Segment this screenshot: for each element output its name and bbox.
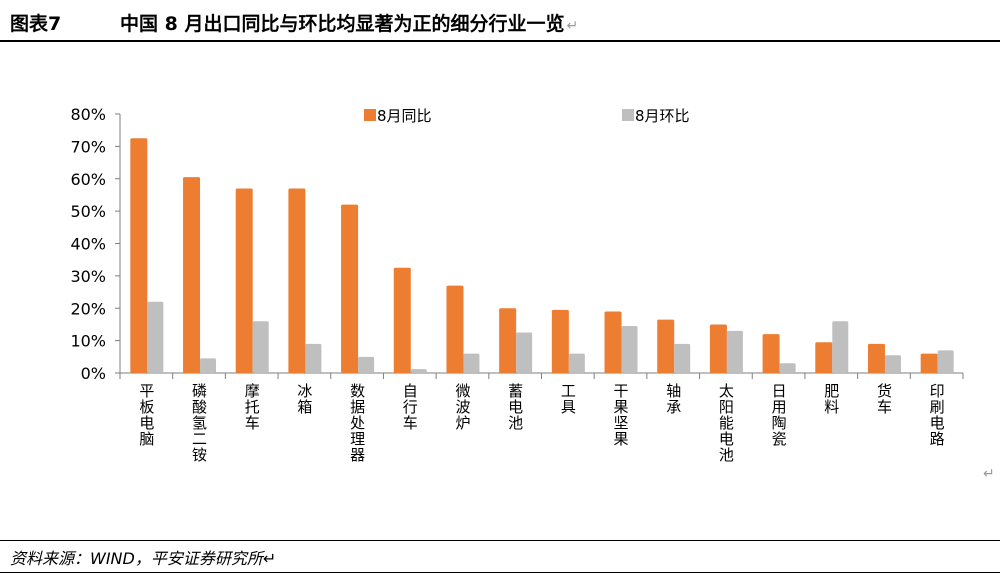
bar-mom — [937, 350, 954, 373]
bar-mom — [252, 321, 269, 373]
legend-swatch — [364, 109, 376, 121]
bar-yoy — [446, 285, 464, 373]
y-tick-label: 10% — [70, 332, 106, 351]
y-tick-label: 50% — [70, 202, 106, 221]
figure-label: 图表7 — [10, 13, 62, 35]
bar-yoy — [288, 188, 306, 373]
category-label: 自行车 — [401, 383, 419, 431]
y-tick-label: 60% — [70, 170, 106, 189]
source-note: 资料来源：WIND，平安证券研究所↵ — [10, 549, 277, 568]
category-label: 磷酸氢二铵 — [190, 383, 208, 463]
bottom-rule-2 — [0, 572, 1000, 573]
bar-yoy — [551, 309, 569, 373]
category-label: 货车 — [875, 383, 893, 415]
category-label: 工具 — [559, 383, 577, 415]
bar-mom — [884, 355, 901, 373]
bar-yoy — [235, 188, 253, 373]
bar-mom — [147, 301, 164, 373]
bar-yoy — [762, 334, 780, 373]
y-tick-label: 40% — [70, 235, 106, 254]
category-label: 蓄电池 — [506, 383, 524, 431]
category-label: 平板电脑 — [137, 383, 155, 447]
bar-yoy — [709, 324, 727, 373]
bar-yoy — [815, 342, 833, 373]
category-label: 日用陶瓷 — [770, 383, 788, 447]
bar-mom — [305, 343, 322, 373]
bar-yoy — [499, 308, 517, 373]
bar-yoy — [867, 343, 885, 373]
category-label: 太阳能电池 — [717, 383, 735, 463]
bar-yoy — [604, 311, 622, 373]
figure-title: 中国 8 月出口同比与环比均显著为正的细分行业一览 ↵ — [120, 9, 578, 36]
bar-mom — [621, 326, 638, 373]
category-label: 微波炉 — [453, 383, 471, 431]
y-tick-label: 80% — [70, 105, 106, 124]
category-label: 肥料 — [822, 383, 840, 415]
return-mark-icon: ↵ — [566, 18, 579, 34]
bar-mom — [832, 321, 849, 373]
bar-mom — [726, 330, 743, 373]
category-label: 数据处理器 — [348, 383, 366, 463]
category-label: 轴承 — [664, 383, 682, 415]
bar-yoy — [657, 319, 675, 373]
bar-mom — [568, 353, 585, 373]
bottom-rule — [0, 540, 1000, 541]
legend-swatch — [622, 109, 634, 121]
bar-yoy — [130, 138, 148, 373]
bar-mom — [779, 363, 796, 373]
bar-mom — [674, 343, 691, 373]
figure-header: 图表7 中国 8 月出口同比与环比均显著为正的细分行业一览 ↵ — [0, 0, 1000, 40]
y-tick-label: 70% — [70, 137, 106, 156]
legend-label: 8月同比 — [377, 107, 432, 125]
bar-yoy — [183, 177, 201, 373]
bar-yoy — [341, 204, 359, 373]
top-rule — [0, 40, 1000, 42]
bar-mom — [410, 369, 427, 373]
category-label: 干果坚果 — [612, 383, 630, 447]
y-tick-label: 30% — [70, 267, 106, 286]
paragraph-return-icon: ↵ — [983, 466, 995, 482]
category-label: 冰箱 — [295, 383, 313, 415]
y-tick-label: 0% — [81, 364, 106, 383]
bar-mom — [516, 332, 533, 373]
figure-title-text: 中国 8 月出口同比与环比均显著为正的细分行业一览 — [120, 13, 565, 35]
legend-label: 8月环比 — [635, 107, 690, 125]
bar-chart: 0% 10% 20% 30% 40% 50% 60% 70% 80% 平板电脑 磷酸氢二铵 摩托车 冰箱… — [70, 105, 964, 463]
bar-yoy — [393, 267, 411, 373]
category-label: 摩托车 — [243, 382, 261, 431]
y-tick-label: 20% — [70, 299, 106, 318]
bar-mom — [200, 358, 217, 373]
bar-mom — [358, 356, 375, 373]
category-label: 印刷电路 — [928, 383, 946, 447]
bar-mom — [463, 353, 480, 373]
bar-yoy — [920, 353, 938, 373]
